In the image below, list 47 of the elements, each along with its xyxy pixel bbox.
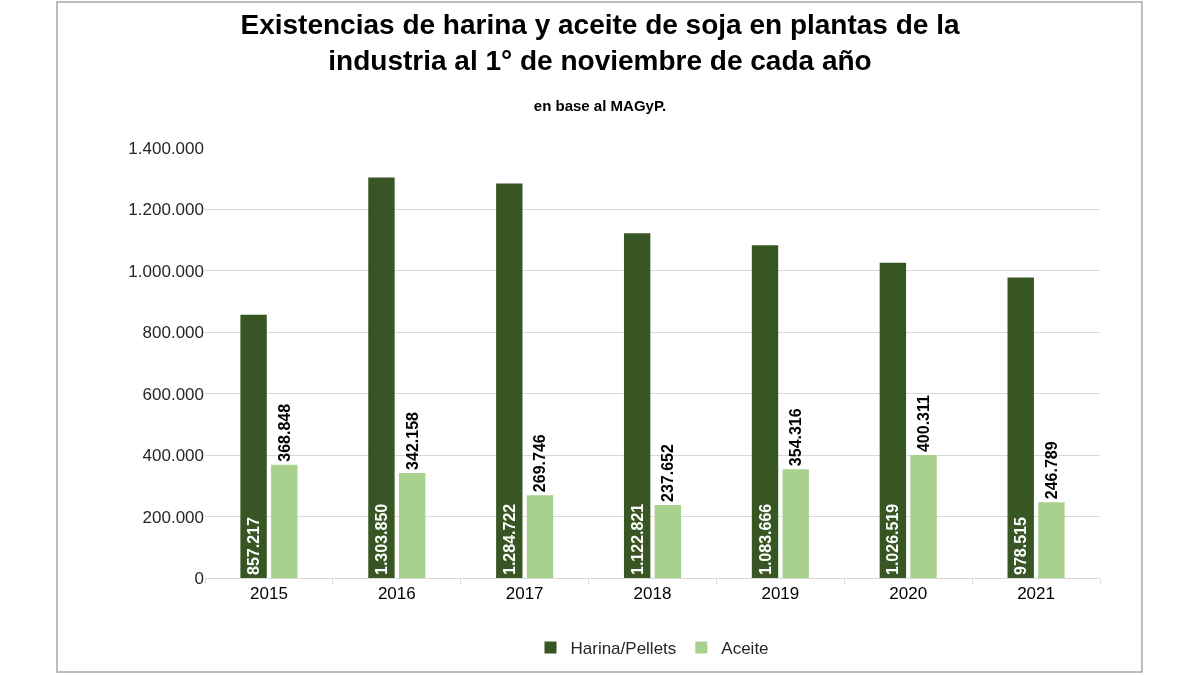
data-label: 368.848 — [275, 403, 293, 462]
bar — [271, 464, 298, 578]
data-label: 1.122.821 — [628, 503, 646, 575]
x-tick-label: 2021 — [1017, 584, 1055, 604]
bar — [654, 505, 682, 578]
y-tick-label: 400.000 — [142, 446, 204, 466]
data-label: 857.217 — [245, 517, 263, 575]
x-tick-label: 2020 — [889, 584, 928, 604]
data-label: 246.789 — [1042, 441, 1060, 500]
bar — [910, 455, 937, 578]
legend-label: Harina/Pellets — [570, 639, 677, 659]
x-tick-label: 2018 — [633, 584, 672, 604]
x-tick-label: 2016 — [377, 584, 416, 604]
legend-label: Aceite — [721, 639, 769, 659]
bar — [496, 183, 523, 578]
bar — [1038, 502, 1065, 578]
y-tick-label: 600.000 — [142, 384, 204, 404]
bar — [879, 262, 907, 578]
y-tick-label: 200.000 — [142, 507, 204, 527]
data-label: 354.316 — [787, 408, 805, 467]
y-tick-label: 0 — [194, 568, 204, 588]
bar — [751, 245, 779, 578]
bar — [398, 472, 426, 578]
y-tick-label: 1.200.000 — [128, 200, 204, 220]
bar — [240, 314, 267, 578]
data-label: 400.311 — [915, 395, 933, 453]
chart-subtitle: en base al MAGyP. — [533, 96, 667, 114]
y-tick-label: 1.000.000 — [128, 261, 204, 281]
bar — [368, 177, 395, 578]
bar — [782, 469, 809, 578]
y-tick-label: 800.000 — [142, 323, 204, 343]
bar — [1007, 277, 1034, 578]
data-label: 342.158 — [403, 411, 421, 470]
bar — [623, 233, 651, 578]
data-label: 1.026.519 — [884, 503, 902, 575]
data-label: 1.284.722 — [500, 503, 518, 575]
chart-title: Existencias de harina y aceite de soja en plantas de la industria al 1° de noviembre de cada año — [240, 8, 960, 76]
bar — [526, 495, 554, 578]
data-label: 269.746 — [531, 434, 549, 493]
y-tick-label: 1.400.000 — [128, 138, 204, 158]
data-label: 978.515 — [1012, 517, 1030, 575]
x-tick-label: 2019 — [761, 584, 800, 604]
x-tick-label: 2017 — [505, 584, 544, 604]
data-label: 1.303.850 — [372, 503, 390, 575]
data-label: 237.652 — [659, 444, 677, 503]
x-tick-label: 2015 — [250, 584, 288, 604]
data-label: 1.083.666 — [756, 503, 774, 575]
